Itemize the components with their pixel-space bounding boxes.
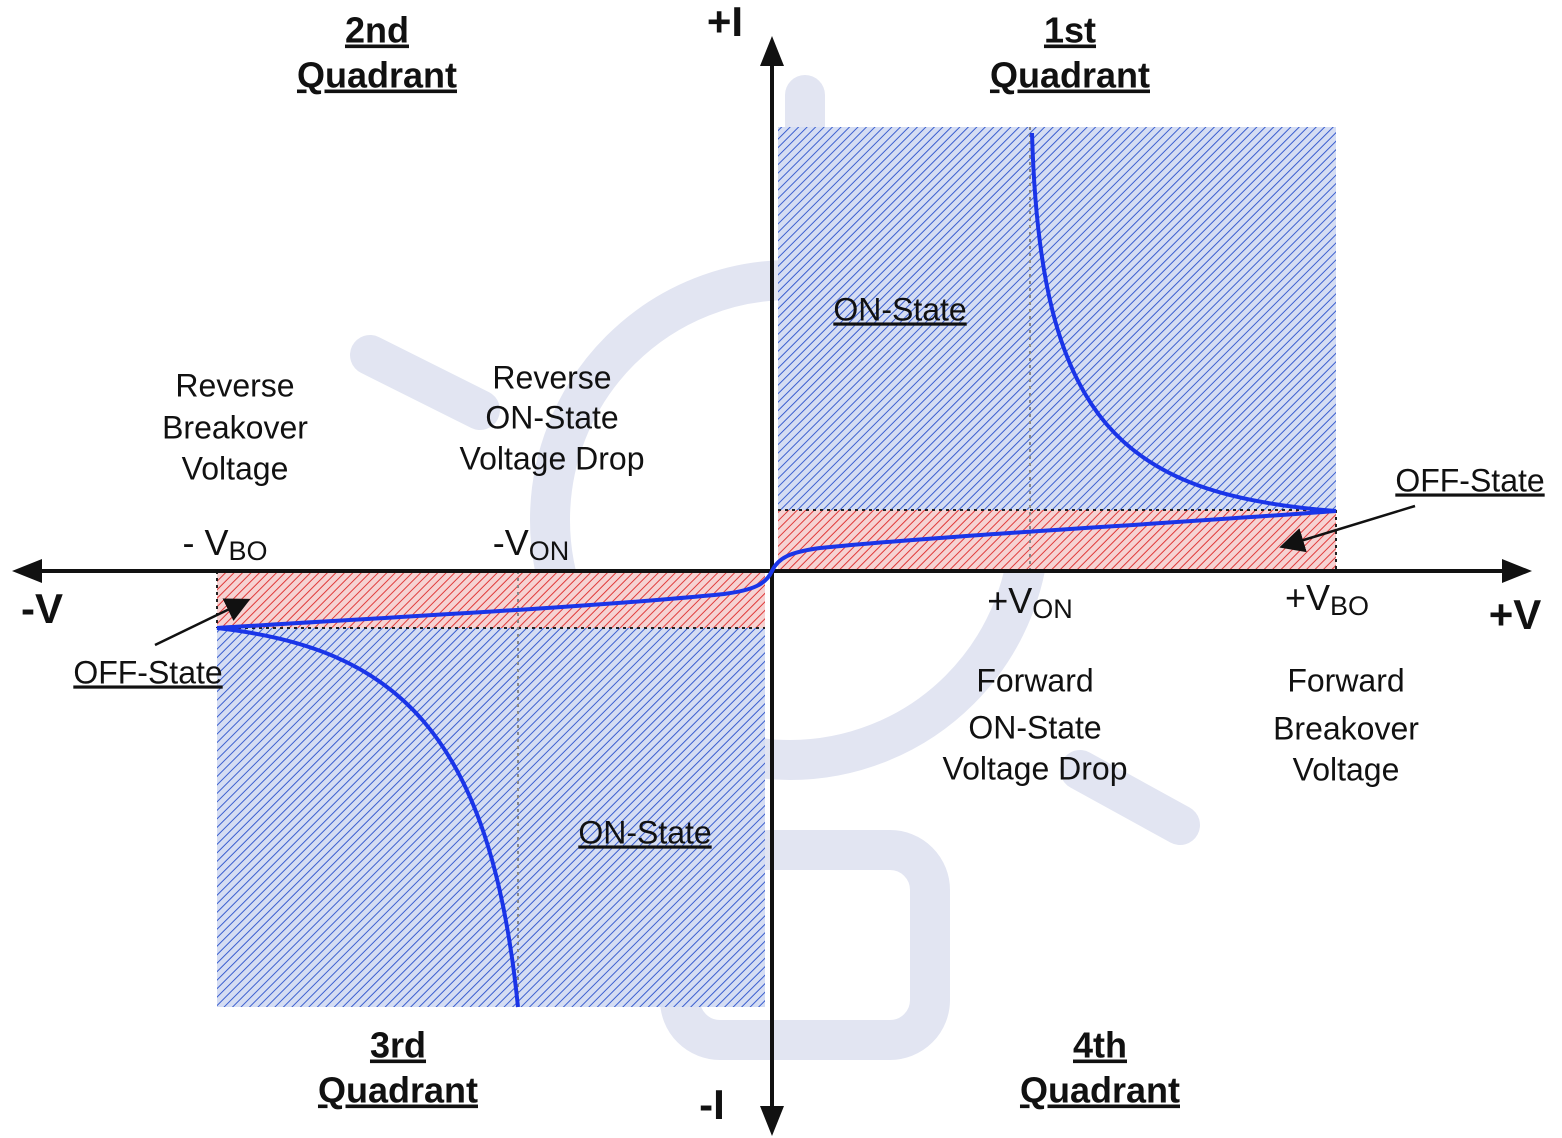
axis-label: -I	[699, 1081, 725, 1128]
annotation-line: Voltage	[182, 450, 289, 486]
annotation-line: Reverse	[175, 367, 294, 403]
annotation-line: ON-State	[485, 399, 618, 435]
voltage-marker: +VBO	[1285, 577, 1369, 622]
region-label: ON-State	[833, 291, 966, 327]
quadrant-number: 4th	[1073, 1025, 1127, 1066]
annotation-line: ON-State	[968, 709, 1101, 745]
off-state-region	[778, 510, 1336, 571]
quadrant-number: 2nd	[345, 10, 409, 51]
region-label: ON-State	[578, 814, 711, 850]
marker-subscript: ON	[1032, 594, 1073, 624]
annotation-line: Reverse	[492, 359, 611, 395]
quadrant-label: Quadrant	[318, 1070, 478, 1111]
quadrant-label: Quadrant	[297, 55, 457, 96]
quadrant-label: Quadrant	[990, 55, 1150, 96]
quadrant-number: 3rd	[370, 1025, 426, 1066]
annotation-line: Breakover	[1273, 710, 1419, 746]
region-label: OFF-State	[1395, 462, 1544, 498]
annotation-line: Forward	[1287, 662, 1404, 698]
voltage-marker: +VON	[987, 580, 1073, 625]
annotation-line: Voltage Drop	[459, 440, 644, 476]
voltage-marker: - VBO	[182, 522, 267, 567]
quadrant-number: 1st	[1044, 10, 1096, 51]
marker-prefix: +V	[1285, 577, 1330, 618]
marker-subscript: ON	[529, 536, 570, 566]
region-label: OFF-State	[73, 654, 222, 690]
marker-subscript: BO	[1330, 591, 1369, 621]
axis-label: +I	[707, 0, 743, 45]
marker-prefix: - V	[182, 522, 228, 563]
quadrant-label: Quadrant	[1020, 1070, 1180, 1111]
annotation-line: Voltage	[1293, 751, 1400, 787]
annotation-line: Breakover	[162, 409, 308, 445]
marker-prefix: +V	[987, 580, 1032, 621]
annotation-line: Voltage Drop	[942, 750, 1127, 786]
page: 2nd Quadrant 1st Quadrant 3rd Quadrant 4…	[0, 0, 1562, 1138]
annotation-line: Forward	[976, 662, 1093, 698]
marker-subscript: BO	[229, 536, 268, 566]
axis-label: +V	[1489, 591, 1542, 638]
diagram: 2nd Quadrant 1st Quadrant 3rd Quadrant 4…	[0, 0, 1562, 1138]
axis-label: -V	[21, 585, 63, 632]
marker-prefix: -V	[493, 522, 529, 563]
